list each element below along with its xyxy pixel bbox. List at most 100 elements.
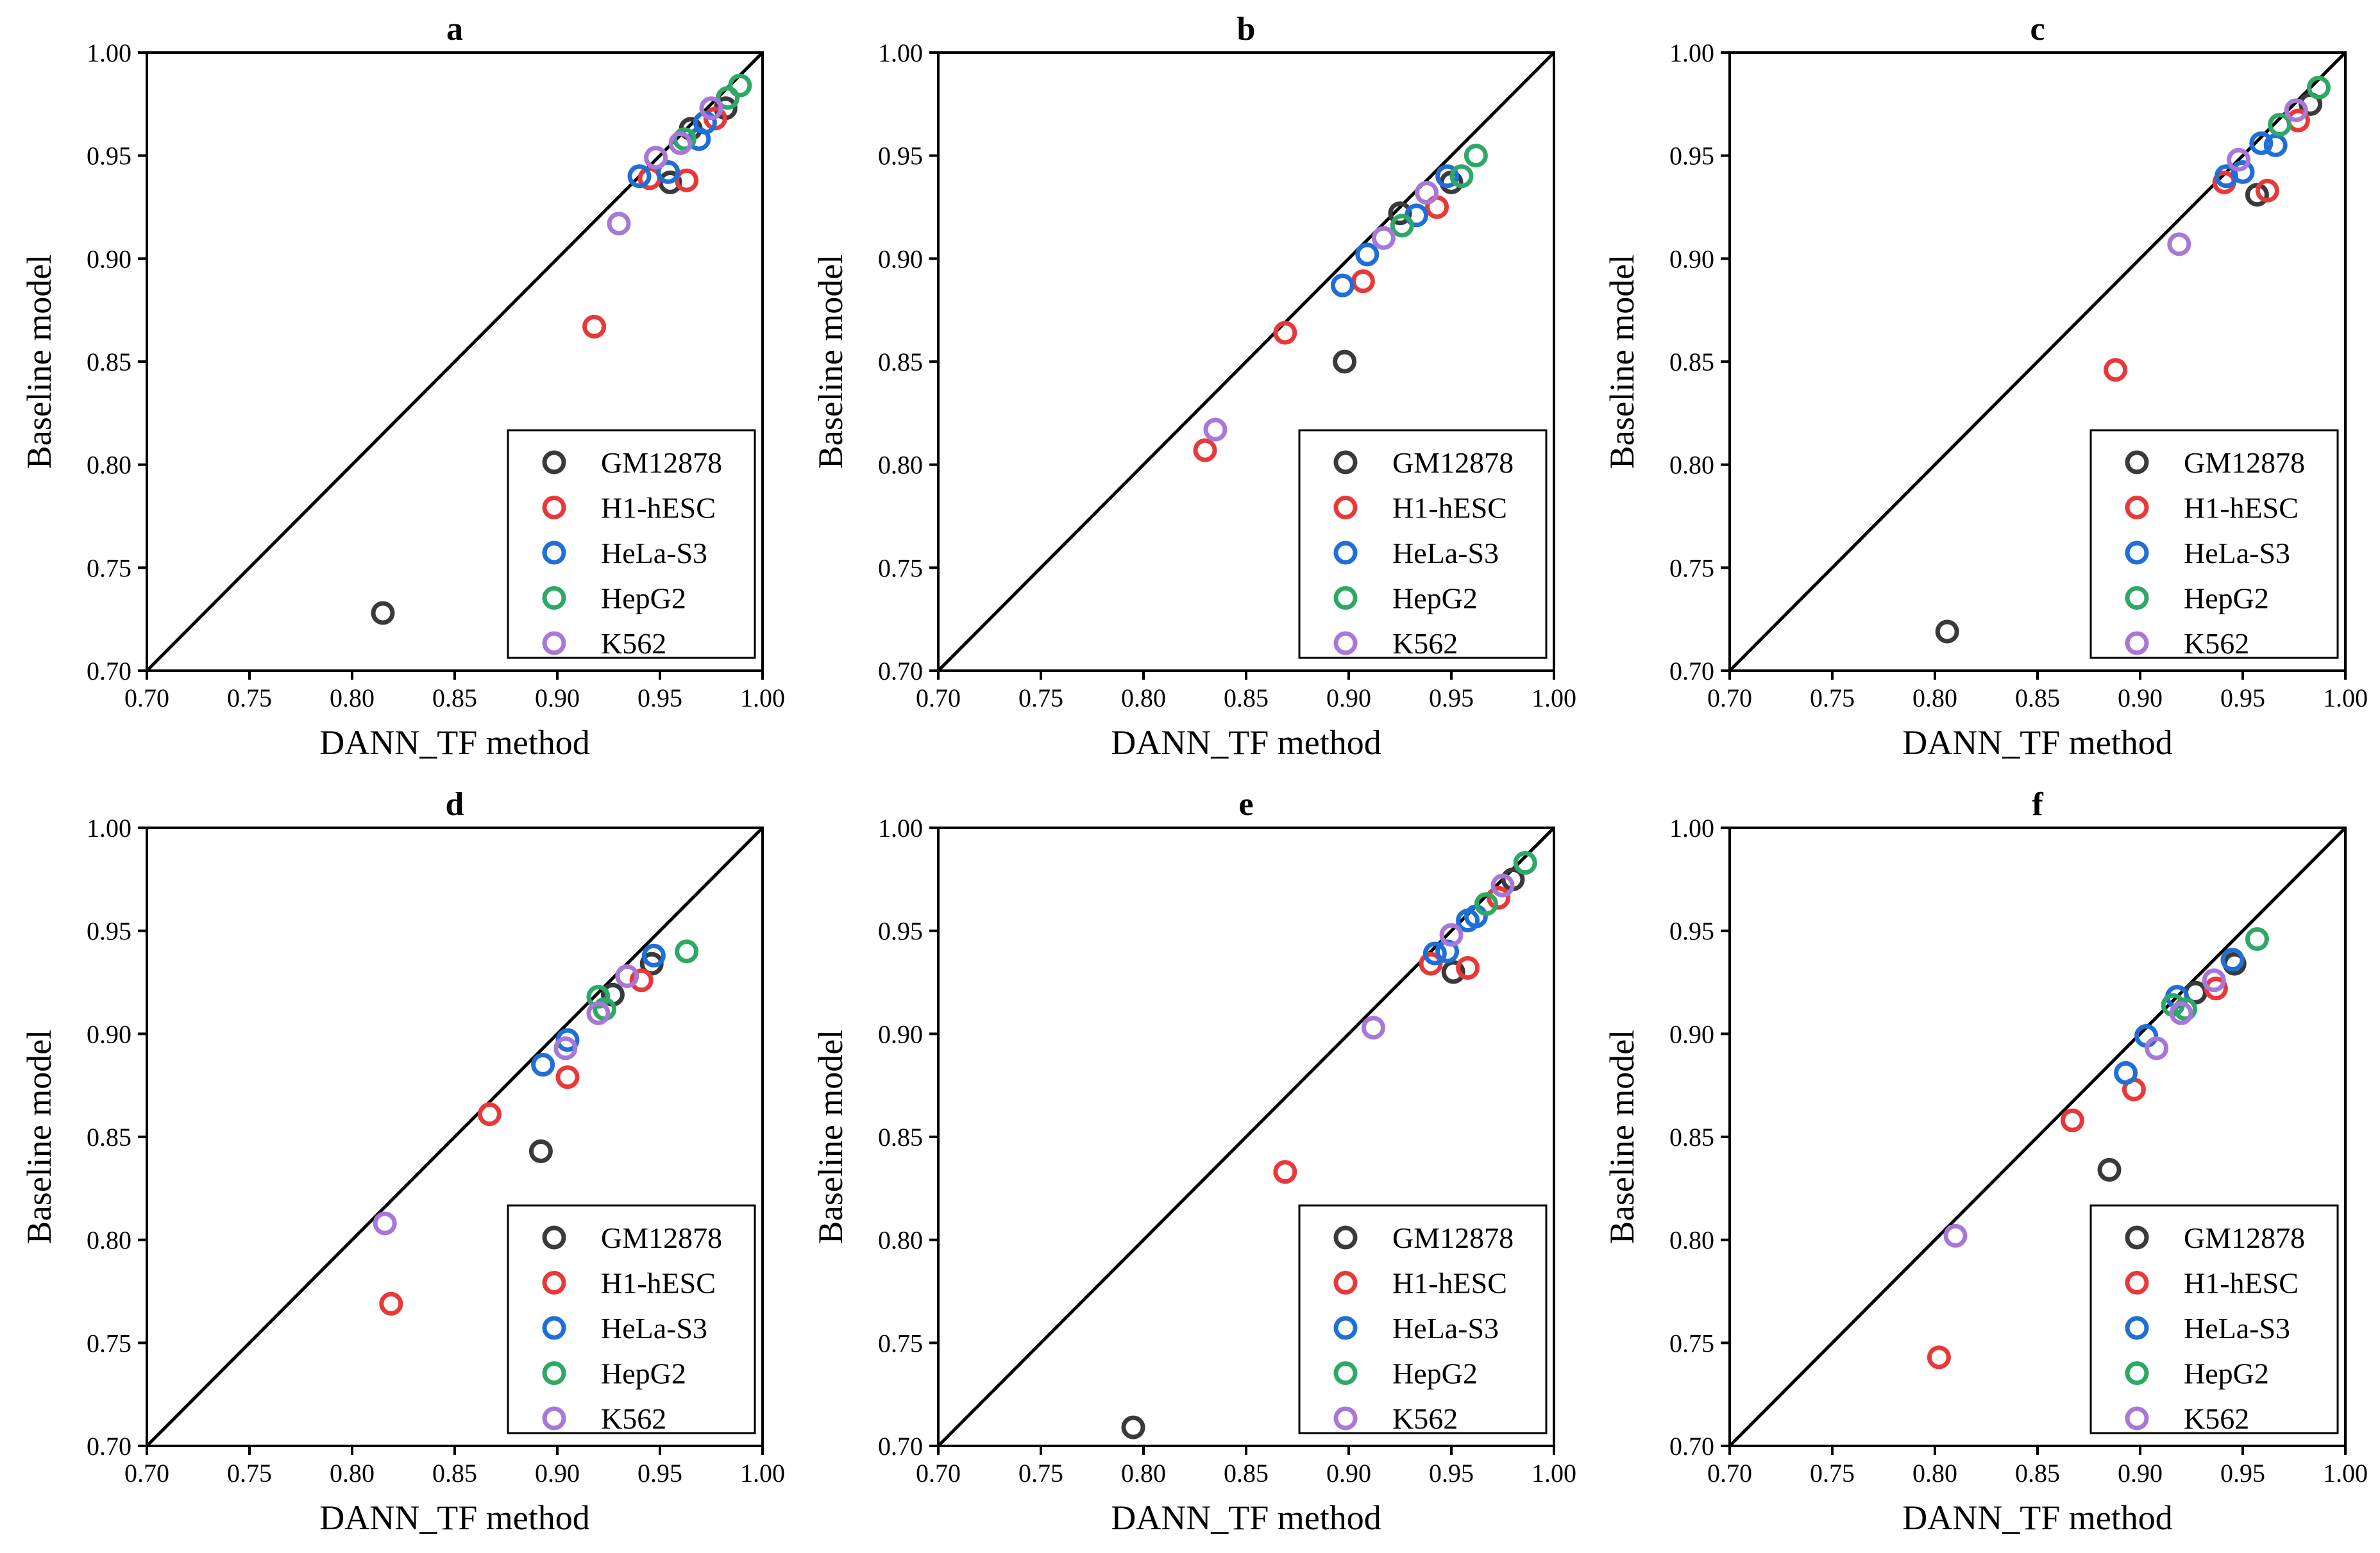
- legend-marker: [1333, 1361, 1358, 1385]
- legend-label: H1-hESC: [2184, 492, 2299, 525]
- y-tick-label: 0.80: [87, 1226, 131, 1255]
- legend-marker: [2125, 541, 2149, 565]
- data-point: [2306, 76, 2331, 100]
- legend-label: HepG2: [601, 582, 686, 615]
- data-point: [1333, 349, 1357, 374]
- y-tick-label: 0.80: [1669, 451, 1714, 480]
- data-point: [675, 168, 699, 192]
- legend-label: HepG2: [1392, 582, 1478, 615]
- data-point: [2114, 1061, 2138, 1085]
- data-point: [1371, 226, 1396, 250]
- data-point: [1487, 886, 1511, 910]
- x-axis-label: DANN_TF method: [319, 1498, 589, 1537]
- y-tick-label: 0.90: [1669, 244, 1714, 273]
- legend-marker: [2125, 1361, 2149, 1385]
- y-axis-label: Baseline model: [1603, 1030, 1641, 1244]
- series-h1-hesc: [582, 106, 727, 339]
- legend-label: HeLa-S3: [1392, 537, 1499, 569]
- diagonal-line: [146, 827, 764, 1447]
- y-tick-label: 1.00: [87, 814, 131, 843]
- legend-marker: [2125, 631, 2149, 655]
- data-point: [1273, 1160, 1297, 1184]
- diagonal-line: [1728, 51, 2347, 672]
- legend-label: K562: [2184, 627, 2249, 660]
- data-point: [1441, 960, 1465, 984]
- y-tick-label: 0.75: [878, 553, 923, 582]
- data-point: [2245, 927, 2269, 952]
- legend-marker: [2125, 1271, 2149, 1295]
- y-tick-label: 0.75: [1669, 1329, 1714, 1357]
- x-tick-label: 0.95: [2220, 684, 2265, 712]
- legend: GM12878 H1-hESC HeLa-S3 HepG2 K562: [1298, 429, 1548, 660]
- y-axis-label: Baseline model: [811, 255, 850, 469]
- legend-label: H1-hESC: [601, 1267, 716, 1300]
- data-point: [1330, 273, 1355, 298]
- data-point: [1203, 417, 1228, 442]
- y-tick-label: 0.90: [878, 1020, 923, 1048]
- data-point: [373, 1211, 397, 1236]
- x-tick-label: 1.00: [740, 684, 785, 712]
- legend-marker: [1333, 586, 1358, 610]
- x-axis-label: DANN_TF method: [1902, 723, 2172, 762]
- legend-marker: [1333, 496, 1358, 519]
- legend-marker: [542, 1316, 566, 1340]
- y-tick-label: 0.85: [1669, 348, 1714, 376]
- legend-marker: [542, 1225, 566, 1250]
- legend-marker: [1333, 450, 1358, 474]
- data-point: [2104, 358, 2128, 382]
- data-point: [1193, 438, 1217, 462]
- data-point: [1435, 164, 1460, 189]
- series-k562: [1203, 181, 1439, 442]
- data-point: [1439, 923, 1464, 947]
- legend-marker: [542, 450, 566, 474]
- legend-label: H1-hESC: [601, 492, 716, 525]
- series-h1-hesc: [2104, 108, 2310, 382]
- legend-label: HeLa-S3: [601, 1312, 707, 1345]
- data-point: [528, 1139, 553, 1163]
- panel-label: a: [446, 11, 463, 47]
- y-tick-label: 1.00: [878, 38, 923, 67]
- y-tick-label: 1.00: [1669, 814, 1714, 843]
- x-tick-label: 0.90: [2118, 684, 2163, 712]
- panel-label: d: [446, 786, 464, 823]
- data-point: [2255, 178, 2279, 203]
- legend-marker: [1333, 1271, 1358, 1295]
- series-k562: [2167, 98, 2308, 256]
- x-tick-label: 0.90: [535, 1459, 580, 1488]
- y-tick-label: 0.80: [1669, 1226, 1714, 1255]
- legend-label: HepG2: [2184, 582, 2269, 615]
- data-point: [656, 160, 680, 184]
- y-tick-label: 0.70: [1669, 1432, 1714, 1461]
- legend-label: HepG2: [601, 1357, 686, 1390]
- legend-marker: [1333, 541, 1358, 565]
- series-k562: [607, 96, 723, 236]
- y-tick-label: 0.75: [87, 553, 131, 582]
- y-tick-label: 0.75: [878, 1329, 923, 1357]
- y-axis-label: Baseline model: [811, 1030, 850, 1244]
- data-point: [477, 1102, 502, 1127]
- y-tick-label: 0.70: [878, 1432, 923, 1461]
- x-tick-label: 0.75: [227, 684, 272, 712]
- diagonal-line: [1728, 827, 2347, 1447]
- x-tick-label: 0.70: [124, 684, 169, 712]
- data-point: [716, 86, 740, 110]
- y-tick-label: 0.95: [1669, 142, 1714, 171]
- data-point: [728, 73, 752, 97]
- y-tick-label: 0.80: [87, 451, 131, 480]
- data-point: [555, 1065, 580, 1089]
- data-point: [2284, 98, 2308, 122]
- x-axis-label: DANN_TF method: [1111, 723, 1381, 762]
- legend-marker: [2125, 1406, 2149, 1431]
- data-point: [2097, 1157, 2122, 1182]
- legend-marker: [542, 1406, 566, 1431]
- panel-label: e: [1238, 786, 1253, 823]
- data-point: [641, 943, 666, 968]
- x-tick-label: 0.95: [637, 684, 682, 712]
- x-tick-label: 0.75: [1018, 1459, 1063, 1488]
- diagonal-line: [146, 51, 764, 672]
- data-point: [2060, 1108, 2084, 1132]
- legend-marker: [542, 496, 566, 519]
- diagonal-line: [937, 827, 1555, 1447]
- y-tick-label: 0.85: [878, 1123, 923, 1152]
- data-point: [1355, 242, 1380, 267]
